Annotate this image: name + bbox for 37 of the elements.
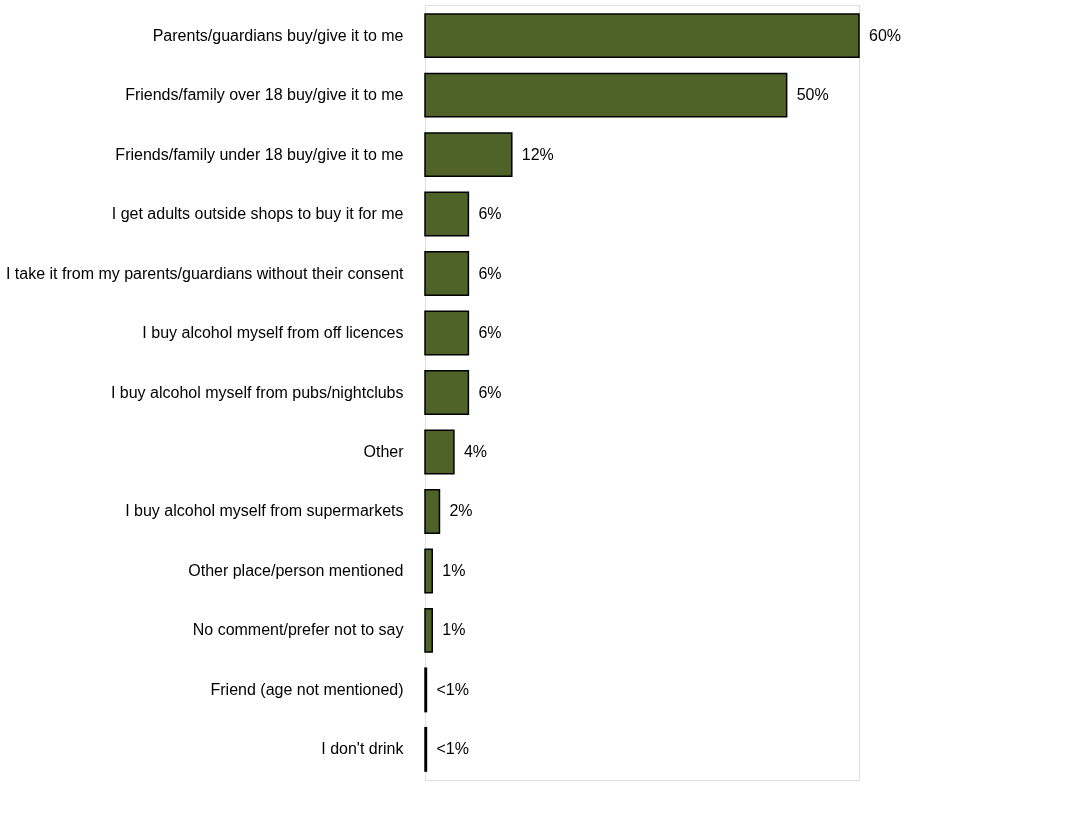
y-tick-label: I get adults outside shops to buy it for me (111, 205, 404, 223)
y-tick-label: I buy alcohol myself from supermarkets (125, 502, 404, 520)
y-tick-label: Other (363, 442, 405, 460)
data-label: 4% (463, 442, 488, 460)
y-tick-label: Friend (age not mentioned) (210, 680, 404, 698)
y-tick-label: I buy alcohol myself from pubs/nightclubs (110, 383, 404, 401)
y-tick-label: Other place/person mentioned (188, 561, 404, 579)
bar (424, 489, 441, 534)
data-label: 6% (478, 324, 502, 342)
bar (424, 607, 433, 653)
y-tick-label: Friends/family over 18 buy/give it to me (125, 86, 404, 104)
data-label: <1% (436, 680, 469, 698)
bar (424, 72, 788, 118)
y-tick-label: Parents/guardians buy/give it to me (152, 26, 404, 44)
data-label: 6% (478, 205, 502, 223)
bar (424, 429, 455, 475)
data-label: 6% (478, 264, 502, 282)
data-label: 1% (442, 621, 466, 639)
y-tick-label: I don't drink (321, 740, 405, 758)
data-label: 6% (478, 383, 502, 401)
bar (424, 310, 470, 356)
bar (424, 191, 470, 237)
data-label: 12% (521, 145, 554, 163)
bar (424, 370, 470, 415)
data-label: 50% (796, 86, 829, 104)
bar (424, 132, 513, 178)
bar (424, 548, 433, 594)
y-tick-label: No comment/prefer not to say (192, 621, 404, 639)
bar (424, 251, 470, 296)
data-label: 60% (869, 26, 902, 44)
y-tick-label: Friends/family under 18 buy/give it to me (115, 145, 404, 163)
y-tick-label: I take it from my parents/guardians without their consent (5, 264, 405, 282)
data-label: 1% (442, 561, 466, 579)
y-tick-label: I buy alcohol myself from off licences (142, 324, 404, 342)
data-label: 2% (449, 502, 473, 520)
data-label: <1% (436, 740, 469, 758)
bar (424, 13, 860, 59)
